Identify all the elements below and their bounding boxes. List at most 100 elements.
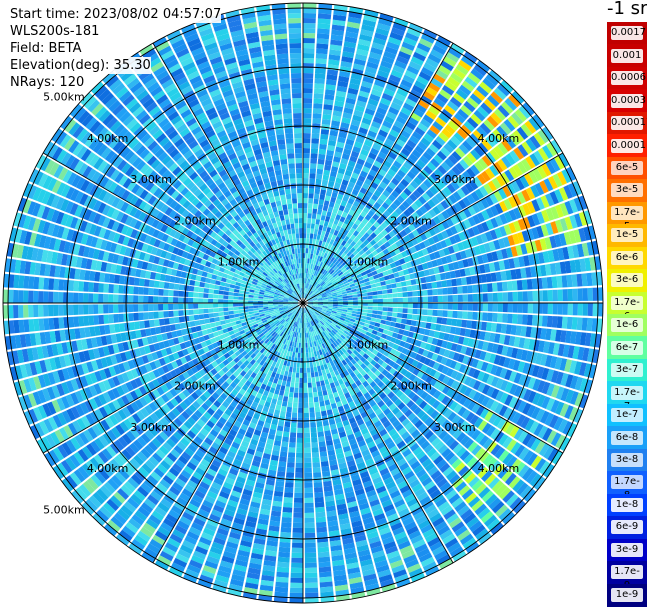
range-gate [292, 367, 297, 373]
range-gate [409, 89, 422, 99]
range-gate [278, 546, 291, 553]
range-gate [378, 205, 386, 214]
range-gate [576, 273, 583, 287]
range-gate [322, 389, 328, 396]
range-gate [329, 130, 339, 137]
range-gate [369, 217, 376, 225]
range-gate [303, 397, 309, 403]
range-gate [561, 275, 568, 288]
range-gate [355, 179, 364, 187]
range-gate [306, 295, 310, 300]
range-gate [335, 248, 341, 255]
range-gate [287, 371, 292, 378]
range-gate [522, 303, 528, 314]
range-gate [309, 274, 313, 280]
range-gate [372, 37, 387, 46]
range-gate [303, 83, 313, 89]
range-gate [355, 163, 363, 171]
range-gate [547, 289, 553, 302]
range-gate [381, 92, 393, 102]
range-gate [292, 542, 303, 548]
range-gate [323, 220, 329, 227]
range-gate [303, 372, 307, 378]
range-gate [370, 147, 380, 156]
range-gate [361, 24, 375, 32]
range-gate [328, 59, 340, 66]
range-gate [422, 114, 434, 125]
range-gate [337, 304, 343, 307]
range-gate [303, 258, 305, 263]
range-gate [334, 151, 342, 158]
range-gate [577, 303, 583, 316]
range-gate [389, 129, 400, 138]
range-gate [447, 120, 459, 131]
range-gate [367, 130, 377, 138]
range-gate [343, 148, 352, 156]
range-gate [397, 303, 403, 308]
range-gate [304, 562, 317, 568]
range-gate [384, 198, 393, 206]
range-gate [362, 299, 368, 303]
range-gate [356, 100, 367, 108]
range-gate [282, 396, 289, 402]
range-gate [303, 283, 305, 289]
range-gate [313, 198, 319, 205]
range-gate [384, 138, 395, 147]
range-gate [344, 143, 353, 151]
range-gate [427, 289, 433, 296]
range-gate [317, 541, 329, 548]
range-gate [289, 597, 303, 603]
range-gate [401, 313, 408, 319]
range-gate [346, 213, 353, 221]
range-gate [462, 311, 468, 319]
range-gate [314, 282, 319, 288]
range-gate [296, 442, 303, 448]
range-gate [280, 446, 288, 453]
range-gate [366, 103, 377, 112]
range-gate [284, 370, 289, 377]
range-gate [314, 78, 325, 84]
range-gate [382, 189, 391, 198]
range-gate [291, 562, 303, 568]
range-gate [423, 133, 434, 143]
range-gate [441, 317, 448, 325]
range-gate [332, 304, 338, 307]
range-gate [308, 198, 314, 204]
range-gate [400, 129, 411, 139]
range-gate [305, 253, 308, 259]
range-gate [556, 275, 563, 288]
range-gate [305, 293, 308, 299]
range-gate [386, 111, 397, 120]
range-gate [303, 68, 314, 74]
range-gate [420, 95, 433, 105]
range-gate [341, 56, 354, 63]
range-gate [297, 422, 303, 428]
range-gate [385, 185, 394, 194]
range-gate [318, 370, 323, 377]
range-gate [292, 407, 298, 413]
range-gate [368, 152, 377, 160]
range-gate [390, 102, 402, 111]
range-gate [320, 189, 327, 196]
range-gate [542, 290, 548, 302]
range-gate [318, 556, 331, 563]
range-gate [327, 261, 333, 267]
range-gate [369, 125, 379, 134]
range-gate [304, 452, 312, 458]
range-gate [317, 261, 321, 267]
range-gate [364, 108, 376, 116]
range-gate [396, 115, 407, 125]
range-gate [286, 406, 292, 413]
range-gate [315, 283, 320, 288]
range-gate [316, 526, 327, 533]
range-gate [340, 158, 349, 165]
range-gate [325, 259, 330, 266]
range-gate [311, 382, 317, 388]
range-gate [416, 42, 431, 53]
range-gate [299, 377, 303, 383]
range-gate [333, 105, 344, 112]
range-gate [303, 228, 307, 234]
range-gate [335, 242, 341, 249]
range-gate [387, 288, 393, 294]
range-gate [452, 310, 458, 319]
